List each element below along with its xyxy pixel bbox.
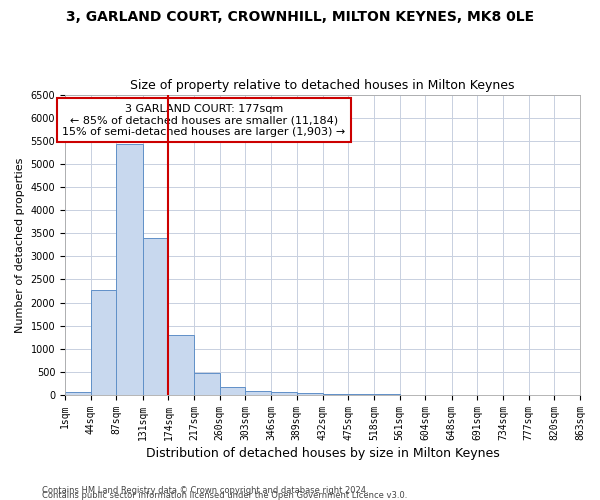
Bar	[143, 238, 169, 395]
Bar	[220, 388, 245, 395]
Text: 3, GARLAND COURT, CROWNHILL, MILTON KEYNES, MK8 0LE: 3, GARLAND COURT, CROWNHILL, MILTON KEYN…	[66, 10, 534, 24]
Bar	[297, 393, 323, 395]
Bar	[194, 373, 220, 395]
Bar	[323, 394, 348, 395]
Bar	[271, 392, 297, 395]
Bar	[65, 392, 91, 395]
Bar	[374, 394, 400, 395]
X-axis label: Distribution of detached houses by size in Milton Keynes: Distribution of detached houses by size …	[146, 447, 499, 460]
Text: 3 GARLAND COURT: 177sqm
← 85% of detached houses are smaller (11,184)
15% of sem: 3 GARLAND COURT: 177sqm ← 85% of detache…	[62, 104, 346, 137]
Y-axis label: Number of detached properties: Number of detached properties	[15, 157, 25, 332]
Bar	[245, 390, 271, 395]
Text: Contains public sector information licensed under the Open Government Licence v3: Contains public sector information licen…	[42, 491, 407, 500]
Bar	[91, 290, 116, 395]
Bar	[169, 334, 194, 395]
Text: Contains HM Land Registry data © Crown copyright and database right 2024.: Contains HM Land Registry data © Crown c…	[42, 486, 368, 495]
Title: Size of property relative to detached houses in Milton Keynes: Size of property relative to detached ho…	[130, 79, 515, 92]
Bar	[348, 394, 374, 395]
Bar	[116, 144, 143, 395]
